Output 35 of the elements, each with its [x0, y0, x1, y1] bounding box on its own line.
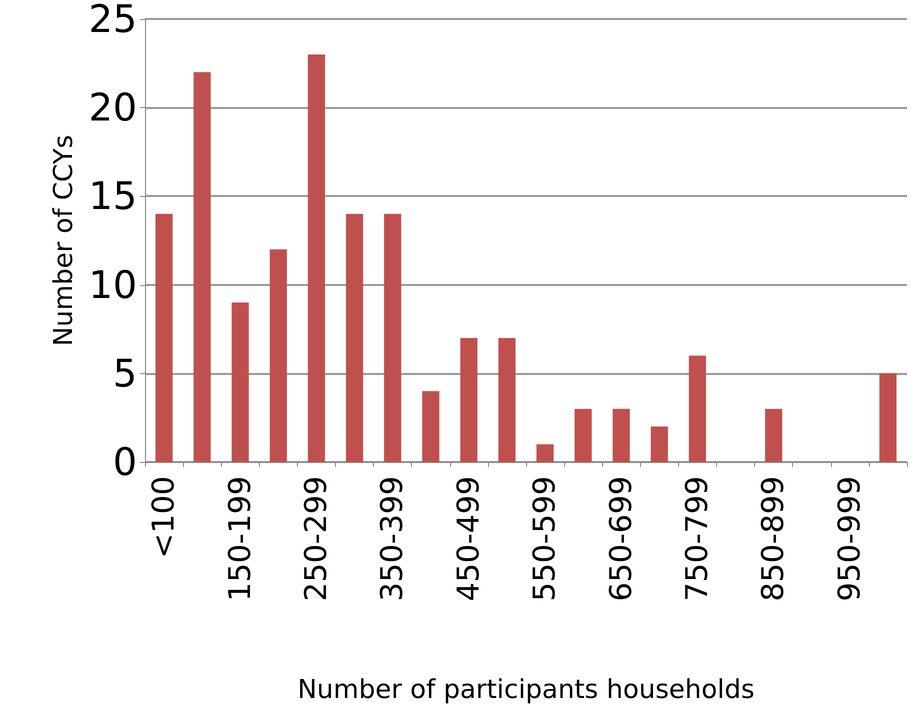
y-tick-label: 10: [88, 262, 137, 307]
bar: [688, 356, 706, 462]
x-tick-label: <100: [146, 476, 182, 558]
bar: [650, 426, 668, 462]
bar: [308, 54, 326, 462]
y-tick-label: 25: [88, 0, 137, 41]
y-axis-title: Number of CCYs: [49, 134, 79, 346]
x-axis-title: Number of participants households: [297, 675, 755, 705]
bar: [536, 444, 554, 462]
x-tick-label: 150-199: [222, 476, 258, 602]
bar: [574, 408, 592, 462]
x-tick-label: 250-299: [298, 476, 334, 602]
x-tick-label: 350-399: [375, 476, 410, 602]
x-tick-label: 750-799: [680, 476, 715, 602]
bar: [612, 408, 630, 462]
bar: [879, 373, 897, 462]
bar: [765, 408, 782, 462]
y-tick-label: 20: [88, 86, 137, 130]
bar: [498, 338, 516, 462]
x-tick-label: 650-699: [604, 476, 639, 602]
bar: [270, 249, 287, 462]
x-tick-label: 550-599: [528, 476, 563, 602]
y-tick-label: 15: [88, 174, 137, 218]
bar: [384, 214, 402, 462]
bar: [460, 338, 478, 462]
bar: [346, 214, 364, 462]
bar: [194, 72, 211, 462]
x-tick-label: 450-499: [451, 476, 486, 602]
bar: [422, 391, 440, 462]
x-tick-label: 850-899: [756, 476, 792, 602]
bar: [155, 214, 173, 462]
bar: [232, 302, 249, 462]
y-tick-label: 5: [112, 351, 137, 396]
x-tick-label: 950-999: [832, 476, 868, 602]
y-tick-label: 0: [112, 440, 137, 484]
